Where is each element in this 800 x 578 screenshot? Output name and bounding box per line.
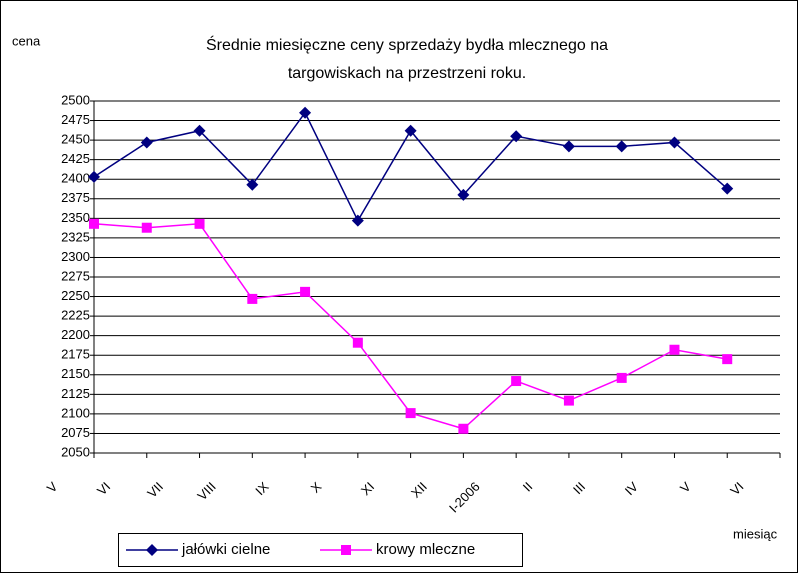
data-point bbox=[722, 354, 733, 365]
data-point bbox=[669, 344, 680, 355]
chart-title: targowiskach na przestrzeni roku. bbox=[288, 65, 526, 82]
data-point bbox=[511, 376, 522, 387]
y-axis-label: cena bbox=[12, 33, 41, 48]
y-tick-label: 2350 bbox=[61, 210, 90, 225]
y-tick-label: 2450 bbox=[61, 132, 90, 147]
data-point bbox=[405, 408, 416, 419]
data-point bbox=[246, 178, 259, 191]
legend-label: jałówki cielne bbox=[181, 541, 270, 558]
data-point bbox=[299, 106, 312, 119]
data-point bbox=[510, 130, 523, 143]
y-tick-label: 2300 bbox=[61, 249, 90, 264]
y-tick-label: 2175 bbox=[61, 347, 90, 362]
data-point bbox=[194, 218, 205, 229]
data-point bbox=[247, 293, 258, 304]
data-point bbox=[615, 140, 628, 153]
x-axis-label: miesiąc bbox=[733, 526, 778, 541]
data-point bbox=[562, 140, 575, 153]
chart-title: Średnie miesięczne ceny sprzedaży bydła … bbox=[206, 35, 608, 54]
y-tick-label: 2325 bbox=[61, 229, 90, 244]
data-point bbox=[616, 372, 627, 383]
data-point bbox=[721, 182, 734, 195]
data-point bbox=[563, 395, 574, 406]
data-point bbox=[404, 124, 417, 137]
data-point bbox=[193, 124, 206, 137]
y-tick-label: 2400 bbox=[61, 171, 90, 186]
y-tick-label: 2475 bbox=[61, 112, 90, 127]
y-tick-label: 2375 bbox=[61, 190, 90, 205]
data-point bbox=[300, 286, 311, 297]
y-tick-label: 2100 bbox=[61, 405, 90, 420]
legend-marker bbox=[341, 545, 351, 555]
y-tick-label: 2250 bbox=[61, 288, 90, 303]
data-point bbox=[457, 188, 470, 201]
y-tick-label: 2125 bbox=[61, 386, 90, 401]
data-point bbox=[89, 218, 99, 229]
y-tick-label: 2425 bbox=[61, 151, 90, 166]
legend-marker bbox=[146, 544, 158, 556]
data-point bbox=[88, 170, 100, 183]
data-point bbox=[141, 222, 152, 233]
y-tick-label: 2500 bbox=[61, 92, 90, 107]
data-point bbox=[140, 136, 153, 149]
y-tick-label: 2150 bbox=[61, 366, 90, 381]
y-tick-label: 2200 bbox=[61, 327, 90, 342]
data-point bbox=[351, 214, 364, 227]
y-tick-label: 2275 bbox=[61, 268, 90, 283]
y-tick-label: 2050 bbox=[61, 444, 90, 459]
data-point bbox=[352, 337, 363, 348]
data-point bbox=[668, 136, 681, 149]
y-tick-label: 2075 bbox=[61, 425, 90, 440]
legend-label: krowy mleczne bbox=[376, 541, 475, 558]
data-point bbox=[458, 423, 469, 434]
y-tick-label: 2225 bbox=[61, 308, 90, 323]
